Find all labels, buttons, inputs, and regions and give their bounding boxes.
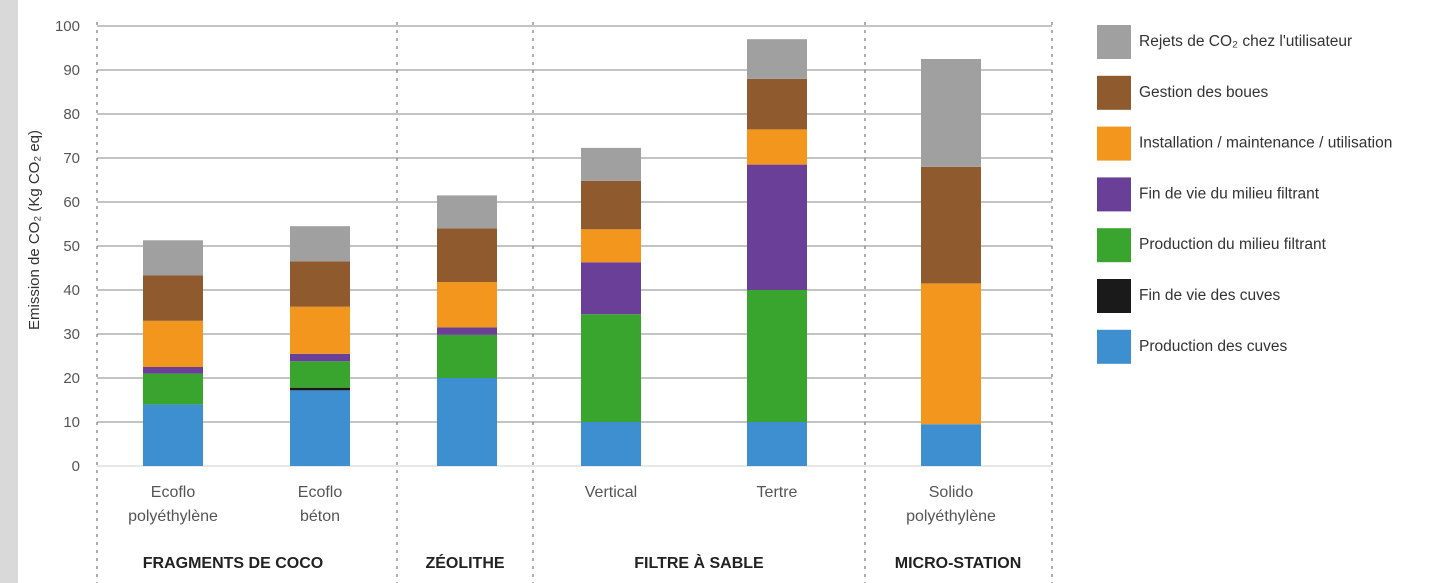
bar-segment — [290, 353, 350, 362]
axis-layer: 0 10 20 30 40 50 60 70 80 90 100 Ecoflo polyéthylène… — [55, 18, 1021, 572]
legend-swatch — [1097, 329, 1131, 364]
legend-label: Rejets de CO₂ chez l'utilisateur — [1139, 33, 1352, 50]
left-margin-band — [0, 0, 18, 583]
bar-segment — [747, 39, 807, 79]
group-label: MICRO-STATION — [895, 555, 1022, 572]
bar-segment — [747, 290, 807, 422]
x-category-label: béton — [300, 508, 340, 525]
bar-segment — [581, 229, 641, 263]
y-tick-label: 90 — [63, 62, 80, 79]
y-tick-label: 40 — [63, 282, 80, 299]
bar-segment — [290, 226, 350, 262]
grid-layer — [96, 22, 1053, 583]
bar-segment — [437, 327, 497, 335]
x-category-label: Vertical — [585, 484, 637, 501]
y-tick-label: 80 — [63, 106, 80, 123]
bar-segment — [143, 275, 203, 321]
x-category-label: Ecoflo — [298, 484, 343, 501]
bar-segment — [290, 361, 350, 388]
bar-segment — [437, 334, 497, 378]
x-category-label: Solido — [929, 484, 974, 501]
bar-segment — [437, 228, 497, 283]
legend-label: Fin de vie des cuves — [1139, 287, 1281, 304]
y-tick-label: 20 — [63, 370, 80, 387]
bar-segment — [581, 180, 641, 230]
y-tick-label: 50 — [63, 238, 80, 255]
x-category-label: polyéthylène — [906, 508, 996, 525]
x-category-label: Tertre — [757, 484, 798, 501]
y-axis-label: Emission de CO₂ (Kg CO₂ eq) — [26, 130, 43, 330]
bar-segment — [143, 320, 203, 367]
legend-swatch — [1097, 25, 1131, 59]
bar-segment — [437, 282, 497, 328]
bar-segment — [437, 195, 497, 229]
bar-segment — [290, 387, 350, 391]
legend-swatch — [1097, 126, 1131, 161]
group-label: ZÉOLITHE — [425, 553, 504, 572]
legend-swatch — [1097, 177, 1131, 212]
bar-segment — [747, 422, 807, 466]
x-category-label: polyéthylène — [128, 508, 218, 525]
legend: Rejets de CO₂ chez l'utilisateur Gestion … — [1097, 25, 1392, 364]
group-label: FRAGMENTS DE COCO — [143, 555, 323, 572]
bar-segment — [143, 367, 203, 374]
y-tick-label: 100 — [55, 18, 80, 35]
bars-layer — [143, 39, 981, 466]
bar-segment — [581, 422, 641, 466]
bar-segment — [143, 240, 203, 276]
legend-swatch — [1097, 75, 1131, 110]
y-tick-label: 0 — [72, 458, 80, 475]
y-tick-label: 10 — [63, 414, 80, 431]
bar-segment — [143, 404, 203, 466]
bar-segment — [581, 314, 641, 422]
legend-label: Fin de vie du milieu filtrant — [1139, 185, 1320, 202]
legend-label: Gestion des boues — [1139, 84, 1269, 101]
legend-swatch — [1097, 228, 1131, 263]
bar-segment — [290, 306, 350, 354]
bar-segment — [921, 424, 981, 466]
bar-segment — [921, 59, 981, 167]
bar-segment — [581, 262, 641, 315]
x-category-label: Ecoflo — [151, 484, 196, 501]
legend-label: Production des cuves — [1139, 338, 1287, 355]
bar-segment — [290, 261, 350, 307]
group-label: FILTRE À SABLE — [634, 553, 764, 572]
bar-segment — [747, 164, 807, 290]
bar-segment — [437, 378, 497, 466]
legend-label: Production du milieu filtrant — [1139, 236, 1327, 253]
bar-segment — [747, 78, 807, 130]
bar-segment — [290, 390, 350, 466]
bar-segment — [921, 166, 981, 284]
bar-segment — [143, 373, 203, 405]
legend-swatch — [1097, 279, 1131, 313]
bar-segment — [581, 147, 641, 181]
legend-label: Installation / maintenance / utilisation — [1139, 135, 1392, 152]
y-tick-label: 30 — [63, 326, 80, 343]
y-tick-label: 60 — [63, 194, 80, 211]
bar-segment — [747, 129, 807, 165]
y-tick-label: 70 — [63, 150, 80, 167]
bar-segment — [921, 283, 981, 425]
